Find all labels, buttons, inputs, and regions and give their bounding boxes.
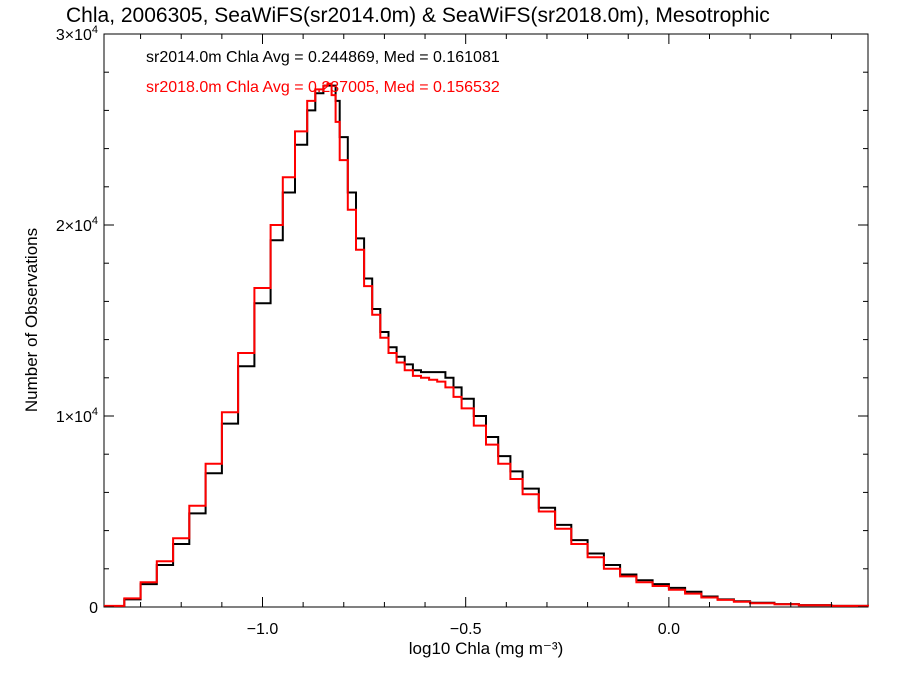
y-tick-label: 2×104	[56, 215, 98, 235]
x-axis: −1.0 −0.5 0.0	[140, 34, 832, 638]
x-tick-label: 0.0	[658, 621, 680, 638]
x-tick-label: −1.0	[247, 621, 279, 638]
series-line-sr2014	[104, 84, 869, 607]
x-axis-title: log10 Chla (mg m⁻³)	[409, 639, 563, 658]
series-layer	[104, 82, 869, 607]
y-tick-label: 1×104	[56, 406, 98, 426]
y-tick-label: 0	[89, 600, 98, 617]
y-tick-label: 3×104	[56, 24, 98, 44]
series-line-sr2018	[104, 82, 869, 607]
annotation-sr2014: sr2014.0m Chla Avg = 0.244869, Med = 0.1…	[146, 49, 500, 66]
annotation-sr2018: sr2018.0m Chla Avg = 0.237005, Med = 0.1…	[146, 79, 500, 96]
chart-title: Chla, 2006305, SeaWiFS(sr2014.0m) & SeaW…	[66, 4, 770, 27]
y-axis: 0 1×104 2×104 3×104	[56, 24, 868, 617]
plot-frame	[103, 33, 869, 608]
x-tick-label: −0.5	[450, 621, 482, 638]
y-axis-title: Number of Observations	[22, 228, 41, 412]
